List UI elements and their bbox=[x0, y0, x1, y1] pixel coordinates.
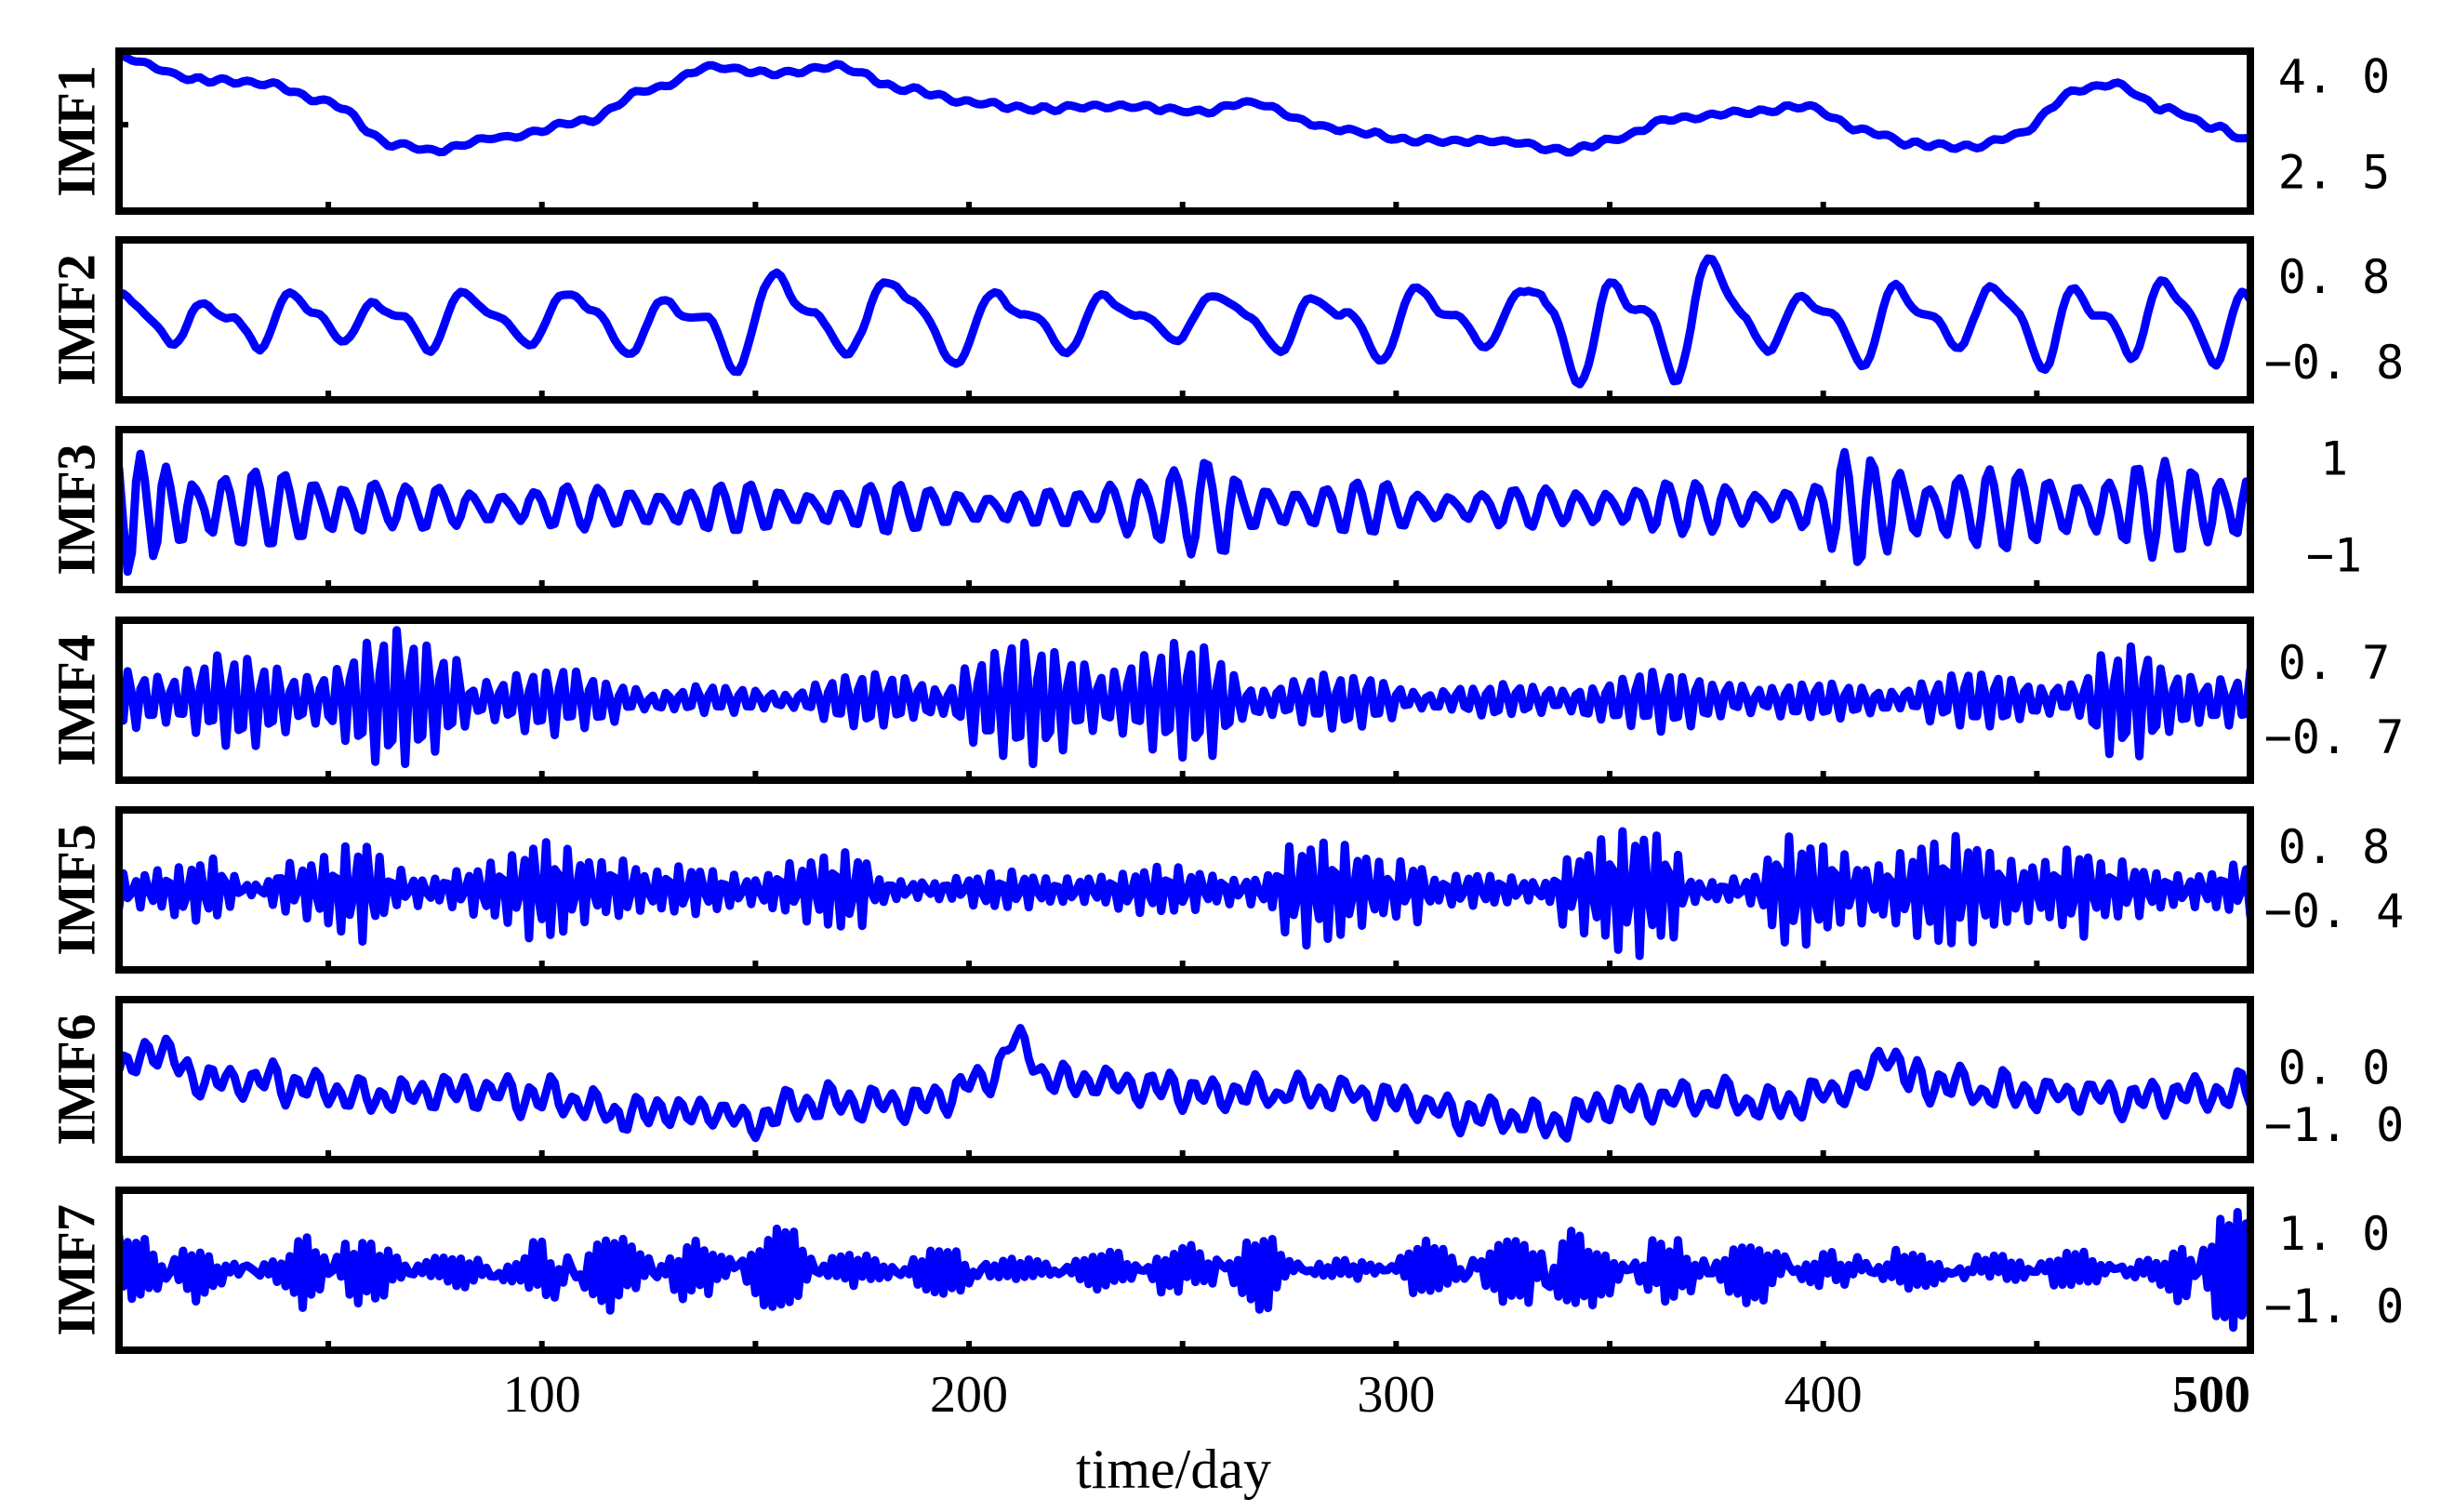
panel-label-imf6: IMF6 bbox=[46, 1014, 106, 1146]
x-axis-label: time/day bbox=[1076, 1439, 1271, 1500]
right-tick-label: 0. 0 bbox=[2278, 1041, 2390, 1095]
panel-imf6: IMF6 0. 0−1. 0 bbox=[46, 996, 2405, 1163]
panel-imf3: IMF3 1 −1 bbox=[46, 426, 2362, 593]
right-tick-label: −0. 4 bbox=[2264, 884, 2405, 938]
series-line-imf2 bbox=[119, 254, 2250, 389]
panel-imf7: IMF7 1. 0 −1. 0 bbox=[46, 1187, 2405, 1354]
right-tick-label: −1. 0 bbox=[2264, 1280, 2405, 1333]
right-tick-label: −1. 0 bbox=[2264, 1098, 2405, 1152]
panel-label-imf3: IMF3 bbox=[46, 444, 106, 576]
x-tick-label: 300 bbox=[1357, 1366, 1435, 1424]
panel-imf4: IMF4 0. 7 −0. 7 bbox=[46, 617, 2405, 784]
x-tick-label: 200 bbox=[930, 1366, 1008, 1424]
panel-frame bbox=[115, 47, 2254, 215]
panel-label-imf1: IMF1 bbox=[46, 65, 106, 197]
series-line-imf5 bbox=[119, 827, 2250, 961]
panel-label-imf4: IMF4 bbox=[46, 634, 106, 766]
panel-imf5: IMF5 0. 8 −0. 4 bbox=[46, 806, 2405, 974]
right-tick-label: 2. 5 bbox=[2278, 146, 2390, 200]
panel-label-imf2: IMF2 bbox=[46, 254, 106, 386]
series-line-imf7 bbox=[119, 1208, 2250, 1333]
right-tick-label: −0. 7 bbox=[2264, 710, 2405, 764]
panel-imf2: IMF2 0. 8 −0. 8 bbox=[46, 236, 2405, 404]
right-tick-label: −1 bbox=[2306, 529, 2362, 583]
x-tick-label: 400 bbox=[1784, 1366, 1863, 1424]
panel-label-imf7: IMF7 bbox=[46, 1204, 106, 1336]
right-tick-label: 0. 8 bbox=[2278, 820, 2390, 874]
right-tick-label: 1. 0 bbox=[2278, 1207, 2390, 1261]
series-line-imf3 bbox=[119, 447, 2250, 577]
series-line-imf1 bbox=[119, 51, 2250, 157]
series-line-imf6 bbox=[119, 1024, 2250, 1143]
right-tick-label: 0. 7 bbox=[2278, 636, 2390, 690]
x-tick-label: 100 bbox=[503, 1366, 581, 1424]
panel-label-imf5: IMF5 bbox=[46, 824, 106, 956]
right-tick-label: 0. 8 bbox=[2278, 250, 2390, 304]
series-line-imf4 bbox=[119, 626, 2250, 769]
chart-panels: IMF1 4. 0 2. 5 IMF2 0. 8 −0. 8 IMF3 1 −1 IMF4 0. 7… bbox=[46, 47, 2405, 1354]
right-tick-label: 4. 0 bbox=[2278, 50, 2390, 104]
x-tick-label: 500 bbox=[2172, 1366, 2250, 1424]
panel-imf1: IMF1 4. 0 2. 5 bbox=[46, 47, 2390, 215]
right-tick-label: −0. 8 bbox=[2264, 336, 2405, 390]
right-tick-label: 1 bbox=[2320, 431, 2348, 485]
x-axis: 100 200 300 400 500 bbox=[503, 1366, 2250, 1424]
